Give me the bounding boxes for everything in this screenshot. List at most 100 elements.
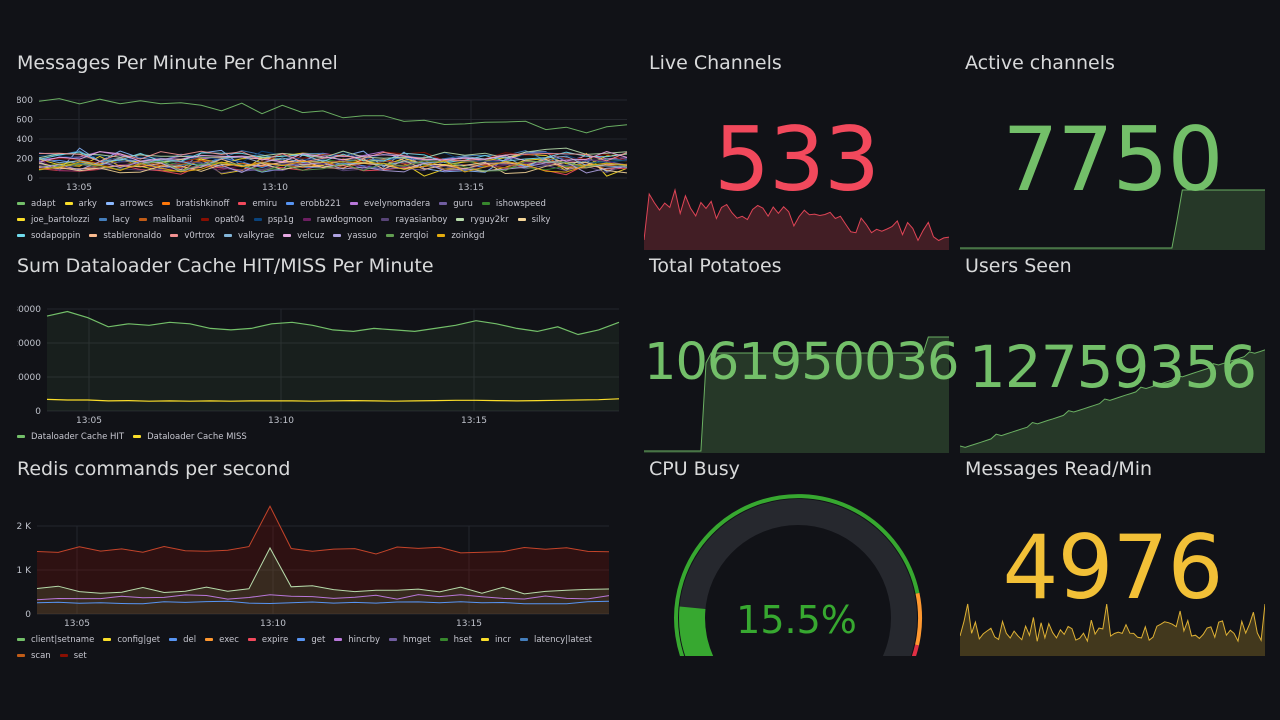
panel-title[interactable]: Messages Per Minute Per Channel xyxy=(17,52,338,74)
legend-item[interactable]: arky xyxy=(64,196,97,212)
legend-label: hset xyxy=(453,635,473,645)
redis-commands-chart[interactable]: 2 K 1 K 0 13:05 13:10 13:15 xyxy=(17,496,629,636)
legend-item[interactable]: silky xyxy=(517,212,551,228)
legend-label: rawdogmoon xyxy=(316,215,373,225)
legend-label: bratishkinoff xyxy=(176,199,230,209)
legend-label: rayasianboy xyxy=(395,215,448,225)
legend-swatch xyxy=(133,435,142,438)
legend-item[interactable]: guru xyxy=(439,196,473,212)
legend-item[interactable]: v0rtrox xyxy=(170,228,215,244)
legend-label: client|setname xyxy=(31,635,95,645)
legend-item[interactable]: malibanii xyxy=(138,212,192,228)
legend-item[interactable]: hmget xyxy=(389,632,431,648)
legend-item[interactable]: valkyrae xyxy=(223,228,274,244)
legend-item[interactable]: del xyxy=(169,632,196,648)
legend-swatch xyxy=(17,638,25,641)
legend-item[interactable]: rawdogmoon xyxy=(302,212,373,228)
panel-title[interactable]: Live Channels xyxy=(649,52,782,74)
y-tick-label: 0 xyxy=(27,174,33,184)
legend-label: psp1g xyxy=(267,215,294,225)
legend-item[interactable]: bratishkinoff xyxy=(162,196,229,212)
legend-label: adapt xyxy=(31,199,56,209)
legend-item[interactable]: arrowcs xyxy=(105,196,153,212)
legend-label: get xyxy=(311,635,326,645)
panel-title[interactable]: Sum Dataloader Cache HIT/MISS Per Minute xyxy=(17,255,434,277)
legend-item[interactable]: set xyxy=(59,648,87,664)
sparkline-area xyxy=(644,190,949,250)
panel-title[interactable]: CPU Busy xyxy=(649,458,740,480)
legend-swatch xyxy=(381,218,390,221)
legend-item[interactable]: rayasianboy xyxy=(381,212,447,228)
legend-label: v0rtrox xyxy=(184,231,215,241)
panel-title[interactable]: Active channels xyxy=(965,52,1115,74)
legend-item[interactable]: erobb221 xyxy=(286,196,341,212)
dataloader-cache-panel: Sum Dataloader Cache HIT/MISS Per Minute… xyxy=(17,255,629,450)
legend-swatch xyxy=(59,654,68,657)
legend-item[interactable]: yassuo xyxy=(333,228,377,244)
legend-item[interactable]: emiru xyxy=(238,196,277,212)
total-potatoes-sparkline xyxy=(644,336,949,453)
redis-commands-panel: Redis commands per second 2 K 1 K 0 13:05 13… xyxy=(17,458,629,661)
cpu-busy-value: 15.5% xyxy=(736,598,857,642)
legend-item[interactable]: expire xyxy=(247,632,288,648)
panel-title[interactable]: Messages Read/Min xyxy=(965,458,1153,480)
legend-swatch xyxy=(517,218,526,221)
legend-swatch xyxy=(238,202,247,205)
legend-swatch xyxy=(17,435,25,438)
legend-swatch xyxy=(205,638,214,641)
legend-item[interactable]: get xyxy=(297,632,325,648)
legend-item[interactable]: zerqloi xyxy=(385,228,428,244)
chart-legend: adapt arky arrowcs bratishkinoff emiru erobb2… xyxy=(17,196,629,244)
cpu-busy-gauge xyxy=(674,494,923,656)
legend-item[interactable]: adapt xyxy=(17,196,56,212)
users-seen-sparkline xyxy=(960,349,1265,453)
y-tick-label: 2 K xyxy=(17,522,32,532)
legend-item[interactable]: hincrby xyxy=(334,632,380,648)
legend-item[interactable]: psp1g xyxy=(253,212,294,228)
active-channels-sparkline xyxy=(960,189,1265,250)
series-line xyxy=(36,546,610,595)
legend-swatch xyxy=(223,234,232,237)
legend-item[interactable]: velcuz xyxy=(283,228,324,244)
legend-swatch xyxy=(439,202,448,205)
legend-item[interactable]: Dataloader Cache MISS xyxy=(133,429,247,445)
legend-item[interactable]: joe_bartolozzi xyxy=(17,212,90,228)
legend-item[interactable]: sodapoppin xyxy=(17,228,80,244)
x-tick-label: 13:05 xyxy=(64,619,90,629)
legend-item[interactable]: lacy xyxy=(98,212,130,228)
panel-title[interactable]: Redis commands per second xyxy=(17,458,291,480)
legend-item[interactable]: incr xyxy=(481,632,511,648)
legend-label: silky xyxy=(531,215,551,225)
legend-item[interactable]: scan xyxy=(17,648,51,664)
panel-title[interactable]: Total Potatoes xyxy=(649,255,782,277)
legend-label: incr xyxy=(495,635,511,645)
legend-swatch xyxy=(302,218,311,221)
legend-item[interactable]: client|setname xyxy=(17,632,94,648)
legend-item[interactable]: zoinkgd xyxy=(437,228,484,244)
messages-per-minute-chart[interactable]: 800 600 400 200 0 13:05 13:10 13:15 xyxy=(17,88,629,233)
legend-item[interactable]: Dataloader Cache HIT xyxy=(17,429,124,445)
legend-item[interactable]: hset xyxy=(439,632,473,648)
x-tick-label: 13:05 xyxy=(66,183,92,193)
legend-item[interactable]: latency|latest xyxy=(519,632,592,648)
legend-swatch xyxy=(333,234,342,237)
series-line xyxy=(46,398,620,402)
legend-swatch xyxy=(105,202,114,205)
legend-label: Dataloader Cache MISS xyxy=(147,432,247,442)
legend-label: joe_bartolozzi xyxy=(31,215,90,225)
series-line xyxy=(38,159,628,172)
legend-item[interactable]: opat04 xyxy=(200,212,245,228)
legend-swatch xyxy=(297,638,306,641)
legend-item[interactable]: evelynomadera xyxy=(349,196,430,212)
legend-label: lacy xyxy=(112,215,130,225)
legend-swatch xyxy=(89,234,98,237)
legend-item[interactable]: stableronaldo xyxy=(89,228,161,244)
dataloader-cache-chart[interactable]: 30000 20000 10000 0 13:05 13:10 13:15 xyxy=(17,293,629,433)
panel-title[interactable]: Users Seen xyxy=(965,255,1072,277)
legend-item[interactable]: config|get xyxy=(103,632,160,648)
legend-item[interactable]: exec xyxy=(205,632,239,648)
legend-label: sodapoppin xyxy=(31,231,81,241)
legend-item[interactable]: ryguy2kr xyxy=(456,212,509,228)
legend-item[interactable]: ishowspeed xyxy=(481,196,546,212)
y-tick-label: 200 xyxy=(17,155,33,165)
